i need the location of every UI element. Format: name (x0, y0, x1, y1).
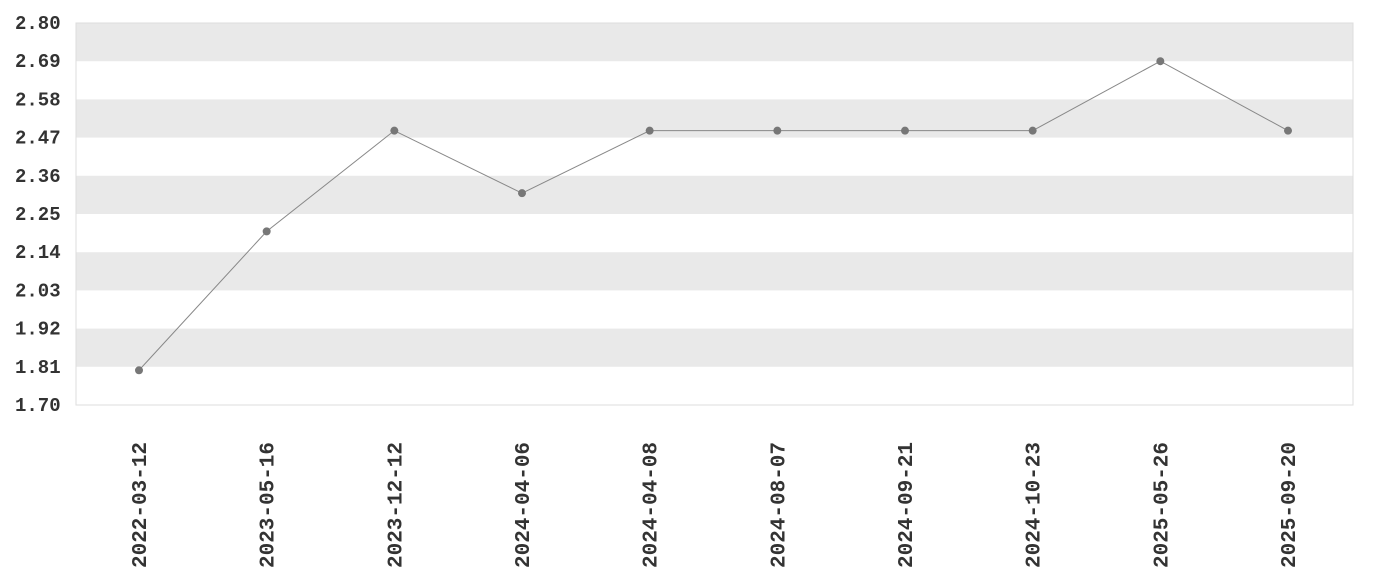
x-tick-label: 2024-09-21 (896, 442, 919, 568)
y-tick-label: 1.92 (15, 319, 61, 341)
x-tick-label: 2023-12-12 (385, 442, 408, 568)
x-tick-label: 2022-03-12 (130, 442, 153, 568)
y-tick-label: 2.58 (15, 89, 61, 111)
data-point (1028, 126, 1037, 135)
data-point (901, 126, 909, 135)
grid-band (76, 252, 1353, 291)
grid-band (76, 23, 1353, 62)
x-tick-label: 2024-08-07 (768, 442, 791, 568)
plot-frame (75, 22, 1354, 406)
x-tick-label: 2025-05-26 (1151, 442, 1174, 568)
grid-bands (76, 23, 1353, 367)
y-tick-label: 2.69 (15, 51, 61, 73)
y-tick-label: 2.03 (15, 280, 61, 302)
series-line (138, 60, 1289, 371)
x-tick-label: 2024-04-06 (513, 442, 536, 568)
y-tick-label: 2.36 (15, 166, 61, 188)
y-tick-label: 1.70 (15, 395, 61, 417)
x-tick-label: 2024-10-23 (1024, 442, 1047, 568)
y-tick-label: 2.47 (15, 128, 61, 150)
y-tick-label: 1.81 (15, 357, 61, 379)
data-point (262, 227, 271, 236)
y-axis-ticks: 1.70 1.81 1.92 2.03 2.14 2.25 2.36 2.47 2.58 2.69… (15, 13, 61, 417)
data-point (1156, 57, 1165, 66)
y-tick-label: 2.14 (15, 242, 61, 264)
y-tick-label: 2.80 (15, 13, 61, 35)
series-markers (135, 57, 1292, 375)
grid-band (76, 328, 1353, 367)
grid-band (76, 99, 1353, 138)
data-point (518, 189, 526, 198)
x-axis-ticks: 2022-03-12 2023-05-16 2023-12-12 2024-04-06… (130, 442, 1302, 568)
x-tick-label: 2025-09-20 (1279, 442, 1302, 568)
data-point (773, 126, 782, 135)
data-point (135, 366, 143, 375)
data-point (1284, 126, 1292, 135)
x-tick-label: 2023-05-16 (258, 442, 281, 568)
data-point (645, 126, 654, 135)
grid-band (76, 175, 1353, 214)
x-tick-label: 2024-04-08 (641, 442, 664, 568)
y-tick-label: 2.25 (15, 204, 61, 226)
data-point (390, 126, 399, 135)
